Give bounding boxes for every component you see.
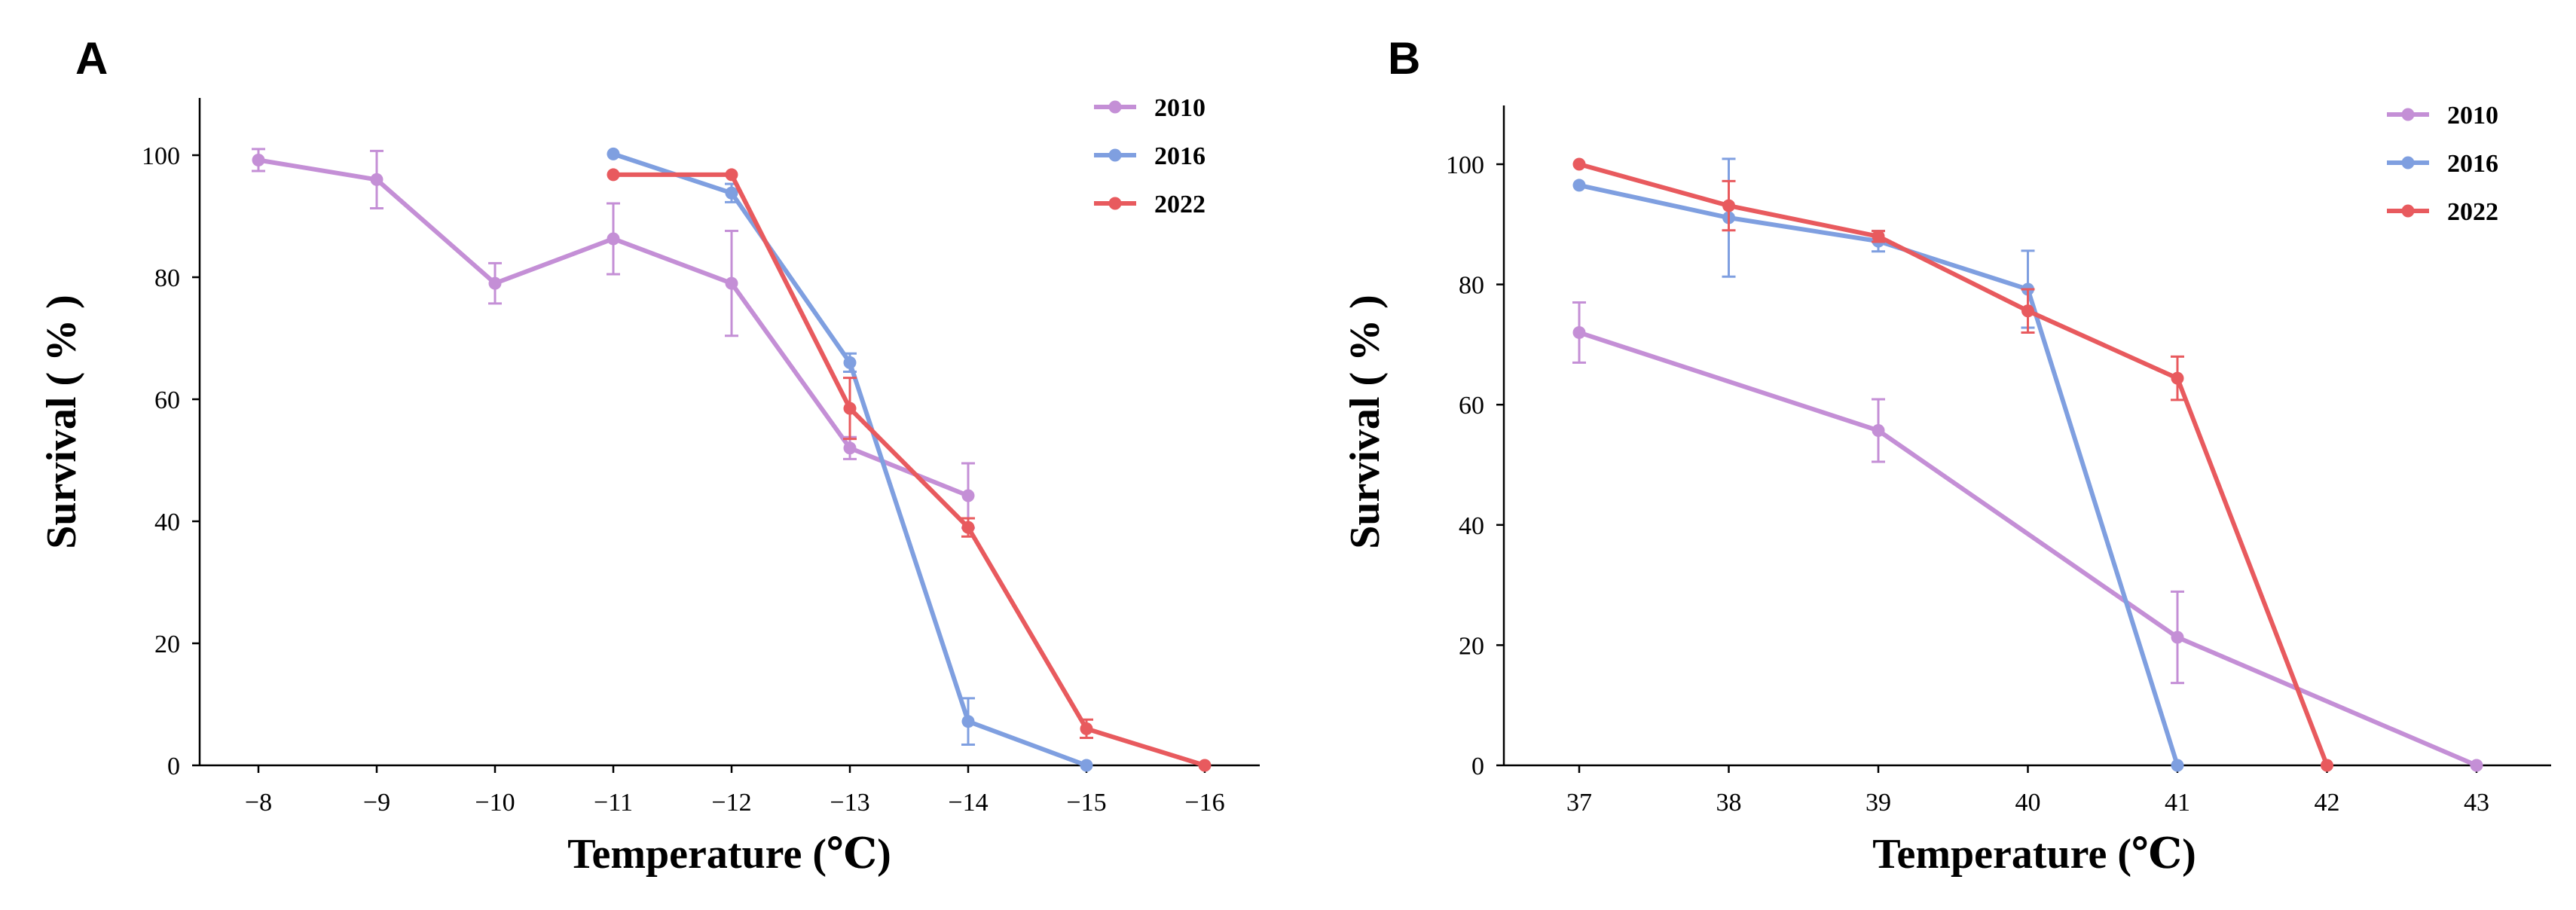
data-point	[2171, 371, 2184, 385]
panel-b-legend: 2010 2016 2022	[2387, 102, 2498, 226]
data-point	[2171, 759, 2184, 772]
series-line-2022	[611, 172, 1207, 768]
series-line-2010	[1577, 330, 2479, 768]
panel-b-letter: B	[1388, 33, 1420, 84]
legend-marker-2022	[1108, 197, 1122, 210]
panel-a-series	[252, 147, 1212, 772]
panel-b-series	[1572, 157, 2483, 772]
data-point	[961, 715, 975, 728]
panel-a-y-ticks: 0 20 40 60 80 100	[142, 142, 200, 780]
data-point	[2321, 759, 2333, 772]
data-point	[1872, 230, 1885, 243]
series-2022	[607, 168, 1212, 772]
panel-b-y-axis-title: Survival ( % )	[1342, 295, 1389, 549]
x-tick-label: −15	[1066, 789, 1106, 817]
data-point	[725, 276, 738, 290]
legend-label-2010: 2010	[2447, 102, 2498, 130]
y-tick-label: 0	[1471, 753, 1484, 780]
y-tick-label: 20	[154, 631, 180, 658]
x-tick-label: 41	[2165, 789, 2190, 817]
x-tick-label: −12	[711, 789, 751, 817]
y-tick-label: 20	[1459, 632, 1484, 660]
data-point	[961, 521, 975, 534]
series-2016	[1572, 157, 2184, 772]
legend-label-2022: 2022	[2447, 198, 2498, 226]
y-tick-label: 100	[142, 142, 180, 170]
x-tick-label: 42	[2315, 789, 2340, 817]
data-point	[1572, 179, 1586, 192]
panel-a: A 0 20 40 60 80 100 −8 −9 −10 −11 −12 −13 −14 −15 −16…	[38, 33, 1260, 878]
panel-a-legend: 2010 2016 2022	[1094, 94, 1205, 218]
data-point	[961, 489, 975, 502]
x-tick-label: 43	[2464, 789, 2489, 817]
y-tick-label: 100	[1446, 151, 1484, 179]
data-point	[1872, 424, 1885, 438]
data-point	[843, 402, 857, 415]
panel-a-letter: A	[75, 33, 108, 84]
x-tick-label: −11	[594, 789, 633, 817]
panel-a-x-ticks: −8 −9 −10 −11 −12 −13 −14 −15 −16	[245, 765, 1225, 817]
data-point	[725, 186, 738, 200]
data-point	[607, 232, 620, 246]
panel-b-x-axis-title: Temperature (℃)	[1872, 831, 2196, 878]
data-point	[2021, 304, 2034, 318]
x-tick-label: −13	[830, 789, 869, 817]
data-point	[370, 173, 383, 186]
x-tick-label: 39	[1866, 789, 1891, 817]
series-2010	[252, 148, 975, 530]
legend-label-2022: 2022	[1154, 191, 1205, 218]
legend-marker-2010	[2401, 108, 2415, 121]
data-point	[1080, 722, 1093, 735]
data-point	[1198, 759, 1212, 772]
x-tick-label: −8	[245, 789, 272, 817]
data-point	[725, 168, 738, 182]
data-point	[488, 276, 502, 290]
data-point	[1722, 199, 1735, 212]
series-line-2022	[1577, 162, 2330, 768]
panel-a-x-axis-title: Temperature (℃)	[567, 831, 891, 878]
x-tick-label: −14	[948, 789, 988, 817]
y-tick-label: 80	[154, 264, 180, 292]
series-2022	[1572, 157, 2333, 772]
y-tick-label: 0	[167, 753, 180, 780]
data-point	[843, 356, 857, 369]
y-tick-label: 60	[1459, 392, 1484, 420]
y-tick-label: 40	[1459, 512, 1484, 540]
x-tick-label: −16	[1184, 789, 1224, 817]
y-tick-label: 80	[1459, 272, 1484, 300]
series-2010	[1572, 301, 2483, 772]
x-tick-label: 38	[1716, 789, 1742, 817]
panel-b-x-ticks: 37 38 39 40 41 42 43	[1566, 765, 2489, 817]
data-point	[1572, 157, 1586, 171]
data-point	[252, 153, 265, 166]
data-point	[1572, 325, 1586, 339]
x-tick-label: −10	[475, 789, 515, 817]
legend-marker-2010	[1108, 100, 1122, 114]
legend-marker-2016	[1108, 148, 1122, 162]
data-point	[843, 441, 857, 455]
data-point	[607, 168, 620, 182]
legend-label-2016: 2016	[2447, 150, 2498, 178]
data-point	[2470, 759, 2483, 772]
x-tick-label: 40	[2015, 789, 2041, 817]
x-tick-label: −9	[363, 789, 390, 817]
series-line-2016	[1577, 182, 2180, 768]
data-point	[1080, 759, 1093, 772]
legend-marker-2022	[2401, 204, 2415, 218]
legend-label-2016: 2016	[1154, 142, 1205, 170]
legend-marker-2016	[2401, 156, 2415, 169]
panel-a-y-axis-title: Survival ( % )	[38, 295, 85, 549]
x-tick-label: 37	[1566, 789, 1592, 817]
legend-label-2010: 2010	[1154, 94, 1205, 122]
data-point	[607, 147, 620, 160]
data-point	[2171, 631, 2184, 644]
y-tick-label: 40	[154, 508, 180, 536]
y-tick-label: 60	[154, 386, 180, 414]
panel-b-y-ticks: 0 20 40 60 80 100	[1446, 151, 1504, 780]
